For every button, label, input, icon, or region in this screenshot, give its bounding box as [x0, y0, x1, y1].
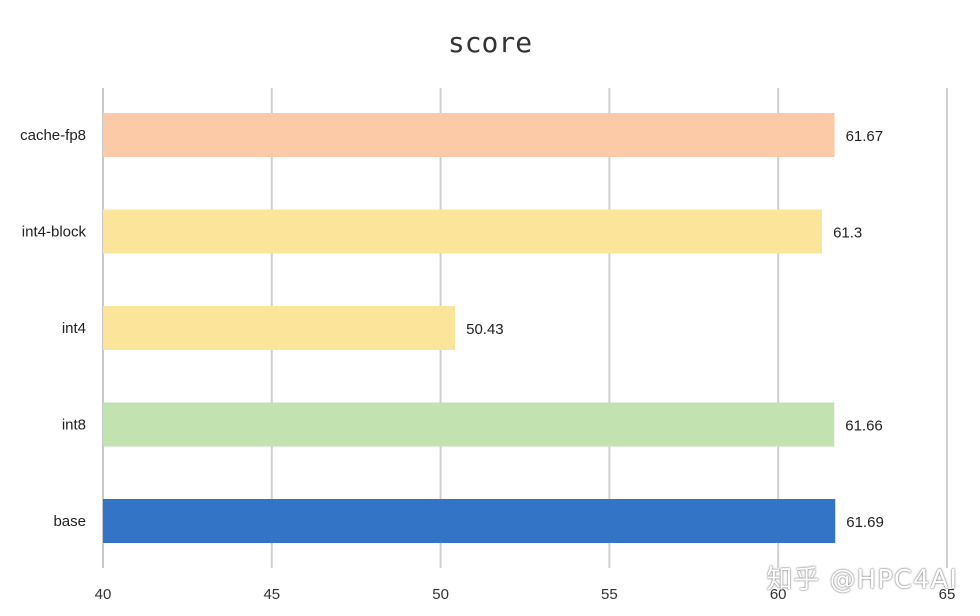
x-tick-label: 65	[939, 586, 956, 603]
chart-title: score	[448, 26, 532, 59]
x-tick-label: 60	[770, 586, 787, 603]
x-axis-ticks: 40 45 50 55 60 65	[95, 586, 956, 603]
x-tick-label: 40	[95, 586, 112, 603]
category-label: int4-block	[22, 224, 87, 241]
bar-cache-fp8	[103, 113, 835, 157]
x-tick-label: 45	[263, 586, 280, 603]
bar-int4-block	[103, 209, 823, 254]
data-labels: 61.67 61.3 50.43 61.66 61.69	[466, 128, 884, 531]
bars	[103, 113, 836, 543]
x-tick-label: 50	[432, 586, 449, 603]
data-label: 50.43	[466, 321, 504, 338]
data-label: 61.69	[846, 514, 884, 531]
category-label: int4	[62, 320, 86, 337]
category-label: base	[53, 513, 86, 530]
bar-base	[103, 499, 836, 543]
data-label: 61.3	[833, 225, 862, 242]
category-labels: cache-fp8 int4-block int4 int8 base	[20, 127, 86, 530]
category-label: int8	[62, 417, 86, 434]
bar-int4	[103, 306, 456, 350]
category-label: cache-fp8	[20, 127, 86, 144]
watermark: 知乎 @HPC4AI	[766, 565, 958, 595]
bar-int8	[103, 402, 835, 447]
data-label: 61.66	[845, 418, 883, 435]
x-tick-label: 55	[601, 586, 618, 603]
data-label: 61.67	[846, 128, 884, 145]
